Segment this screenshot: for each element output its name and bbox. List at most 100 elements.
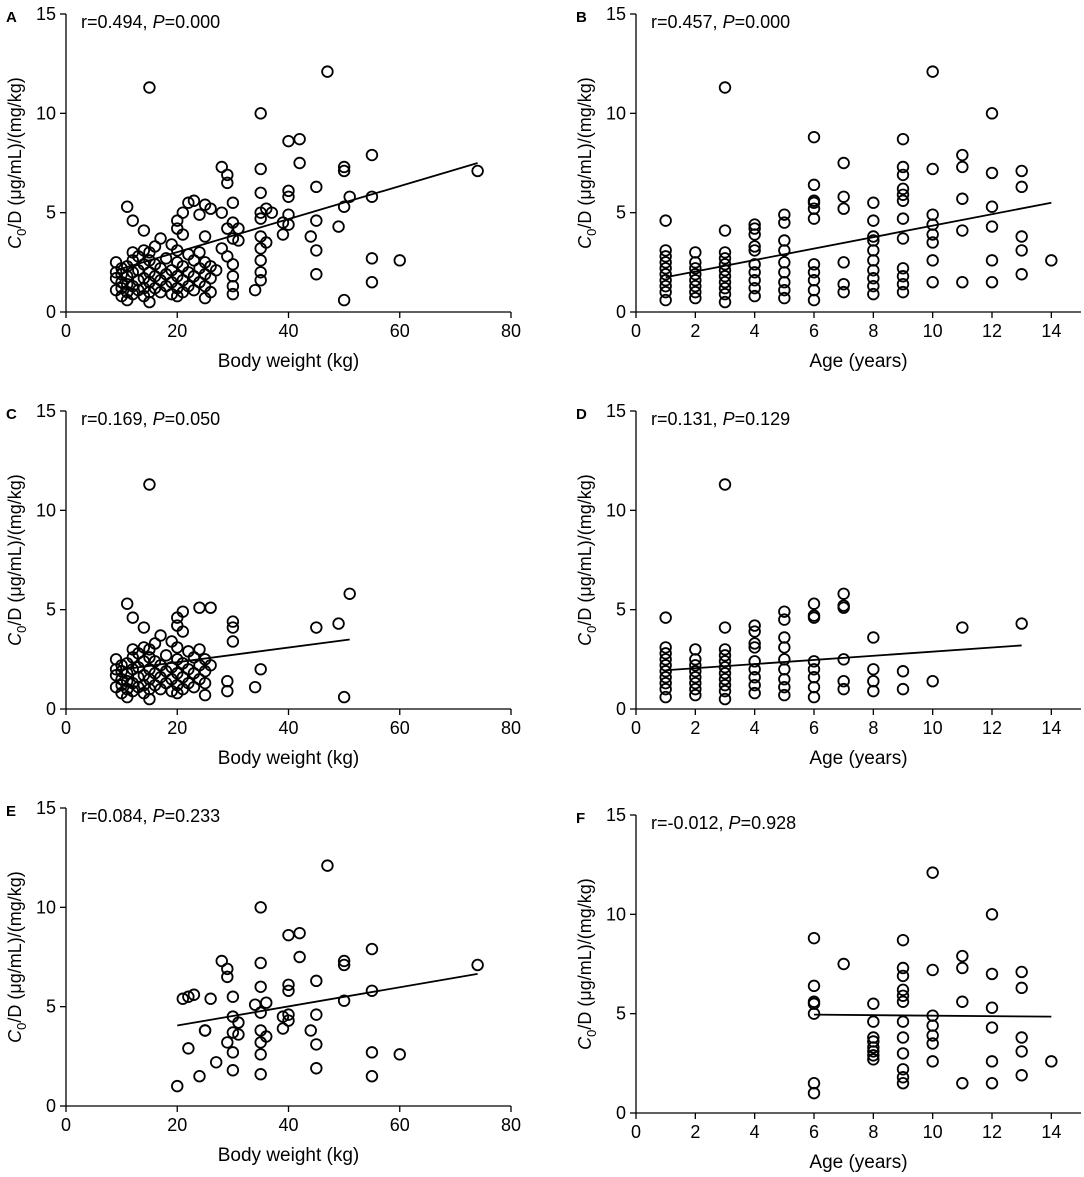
- panel-d-point: [718, 649, 732, 662]
- panel-c-point: [120, 597, 134, 610]
- panel-b-point: [659, 274, 672, 287]
- panel-e-fit-line: [177, 972, 478, 1027]
- panel-e-y-axis-label: C0/D (μg/mL)/(mg/kg): [5, 871, 29, 1043]
- panel-c-point: [137, 621, 151, 634]
- panel-e-point: [198, 1024, 212, 1037]
- panel-a-point: [276, 228, 290, 241]
- panel-c-y-tick-label: 15: [36, 401, 56, 421]
- panel-e-point: [254, 956, 267, 970]
- panel-d-point: [837, 599, 850, 612]
- panel-c-point: [221, 684, 234, 698]
- panel-a-x-tick-label: 0: [61, 321, 71, 341]
- panel-e-point: [226, 1026, 240, 1039]
- panel-a-point: [204, 202, 217, 215]
- panel-a: A 0 20 40 60 80 0 5 10 15 Body weight (kg) C0/D (μg…: [5, 4, 521, 372]
- panel-c-x-tick-label: 80: [501, 718, 521, 738]
- panel-c-y-tick-label: 0: [46, 699, 56, 719]
- panel-a-point: [310, 244, 323, 257]
- panel-b-point: [659, 244, 672, 257]
- panel-f-point: [1015, 981, 1028, 995]
- panel-d-letter: D: [576, 406, 587, 423]
- panel-b-point: [896, 262, 910, 275]
- panel-d-point: [837, 674, 850, 688]
- panel-d-x-tick-label: 12: [982, 718, 1002, 738]
- panel-b-point: [956, 148, 969, 162]
- panel-f-point: [867, 1053, 880, 1066]
- panel-c-point: [198, 676, 212, 690]
- panel-b-point: [926, 254, 939, 267]
- panel-c-point: [137, 641, 151, 654]
- panel-d-point: [659, 682, 672, 696]
- panel-e-point: [282, 1008, 295, 1021]
- panel-f-y-tick-label: 10: [606, 904, 626, 924]
- panel-b-point: [689, 279, 702, 293]
- panel-f-point: [956, 1076, 969, 1090]
- panel-e-point: [304, 1024, 317, 1037]
- panel-a-point: [176, 228, 190, 241]
- panel-b-point: [837, 256, 850, 269]
- panel-a-point: [282, 184, 295, 198]
- panel-e-point: [393, 1048, 406, 1061]
- panel-e-point: [187, 988, 201, 1001]
- panel-f-point: [985, 1001, 999, 1014]
- panel-f-point: [926, 963, 939, 977]
- panel-f-point: [896, 933, 910, 947]
- panel-b-point: [1015, 244, 1028, 257]
- panel-a-point: [143, 81, 156, 94]
- panel-a-point: [254, 186, 267, 200]
- panel-c-point: [337, 690, 351, 704]
- panel-e-point: [365, 1069, 379, 1083]
- panel-f-x-tick-label: 14: [1041, 1122, 1061, 1142]
- panel-b-point: [867, 272, 880, 285]
- panel-e-x-tick-label: 60: [390, 1115, 410, 1135]
- panel-b-point: [807, 130, 821, 144]
- panel-f-point: [896, 989, 910, 1002]
- panel-a-point: [365, 148, 379, 162]
- panel-b-point: [985, 107, 999, 120]
- panel-a-point: [221, 168, 234, 182]
- panel-d-point: [807, 671, 821, 684]
- panel-b-point: [807, 274, 821, 287]
- panel-d-point: [689, 659, 702, 672]
- panel-c-point: [159, 649, 173, 662]
- panel-e-point: [365, 942, 379, 956]
- panel-c-point: [226, 615, 240, 628]
- panel-f-point: [985, 967, 999, 981]
- panel-a-y-tick-label: 5: [46, 203, 56, 223]
- panel-c-point: [310, 621, 323, 634]
- panel-b-point: [718, 270, 732, 283]
- panel-b-point: [748, 289, 761, 303]
- panel-f-point: [1015, 1045, 1028, 1058]
- panel-e-y-tick-label: 5: [46, 997, 56, 1017]
- panel-b-point: [867, 287, 880, 301]
- panel-a-point: [120, 277, 134, 291]
- panel-c-point: [193, 643, 206, 656]
- panel-f-x-tick-label: 4: [750, 1122, 760, 1142]
- panel-b-point: [718, 287, 732, 301]
- panel-d-stat-annotation: r=0.131, P=0.129: [651, 409, 790, 429]
- panel-a-point: [282, 134, 295, 148]
- panel-a-point: [310, 214, 323, 227]
- panel-f-point: [896, 1031, 910, 1044]
- panel-d-point: [659, 659, 672, 672]
- panel-c-point: [221, 674, 234, 688]
- panel-d-point: [659, 647, 672, 660]
- panel-f-point: [926, 1037, 939, 1050]
- panel-d-point: [778, 688, 791, 702]
- panel-b-point: [896, 194, 910, 207]
- panel-a-letter: A: [6, 9, 17, 26]
- panel-a-point: [254, 274, 267, 287]
- panel-b-point: [778, 276, 791, 289]
- panel-b-point: [778, 216, 791, 229]
- panel-b-point: [1015, 268, 1028, 281]
- panel-f-point: [985, 908, 999, 921]
- panel-a-point: [248, 283, 262, 297]
- panel-a-point: [254, 254, 267, 267]
- panel-f-point: [896, 961, 910, 975]
- panel-d-point: [778, 680, 791, 694]
- panel-d-point: [867, 663, 880, 676]
- panel-b-point: [689, 291, 702, 305]
- panel-f-x-tick-label: 2: [690, 1122, 700, 1142]
- panel-f-x-tick-label: 0: [631, 1122, 641, 1142]
- panel-b-point: [659, 250, 672, 263]
